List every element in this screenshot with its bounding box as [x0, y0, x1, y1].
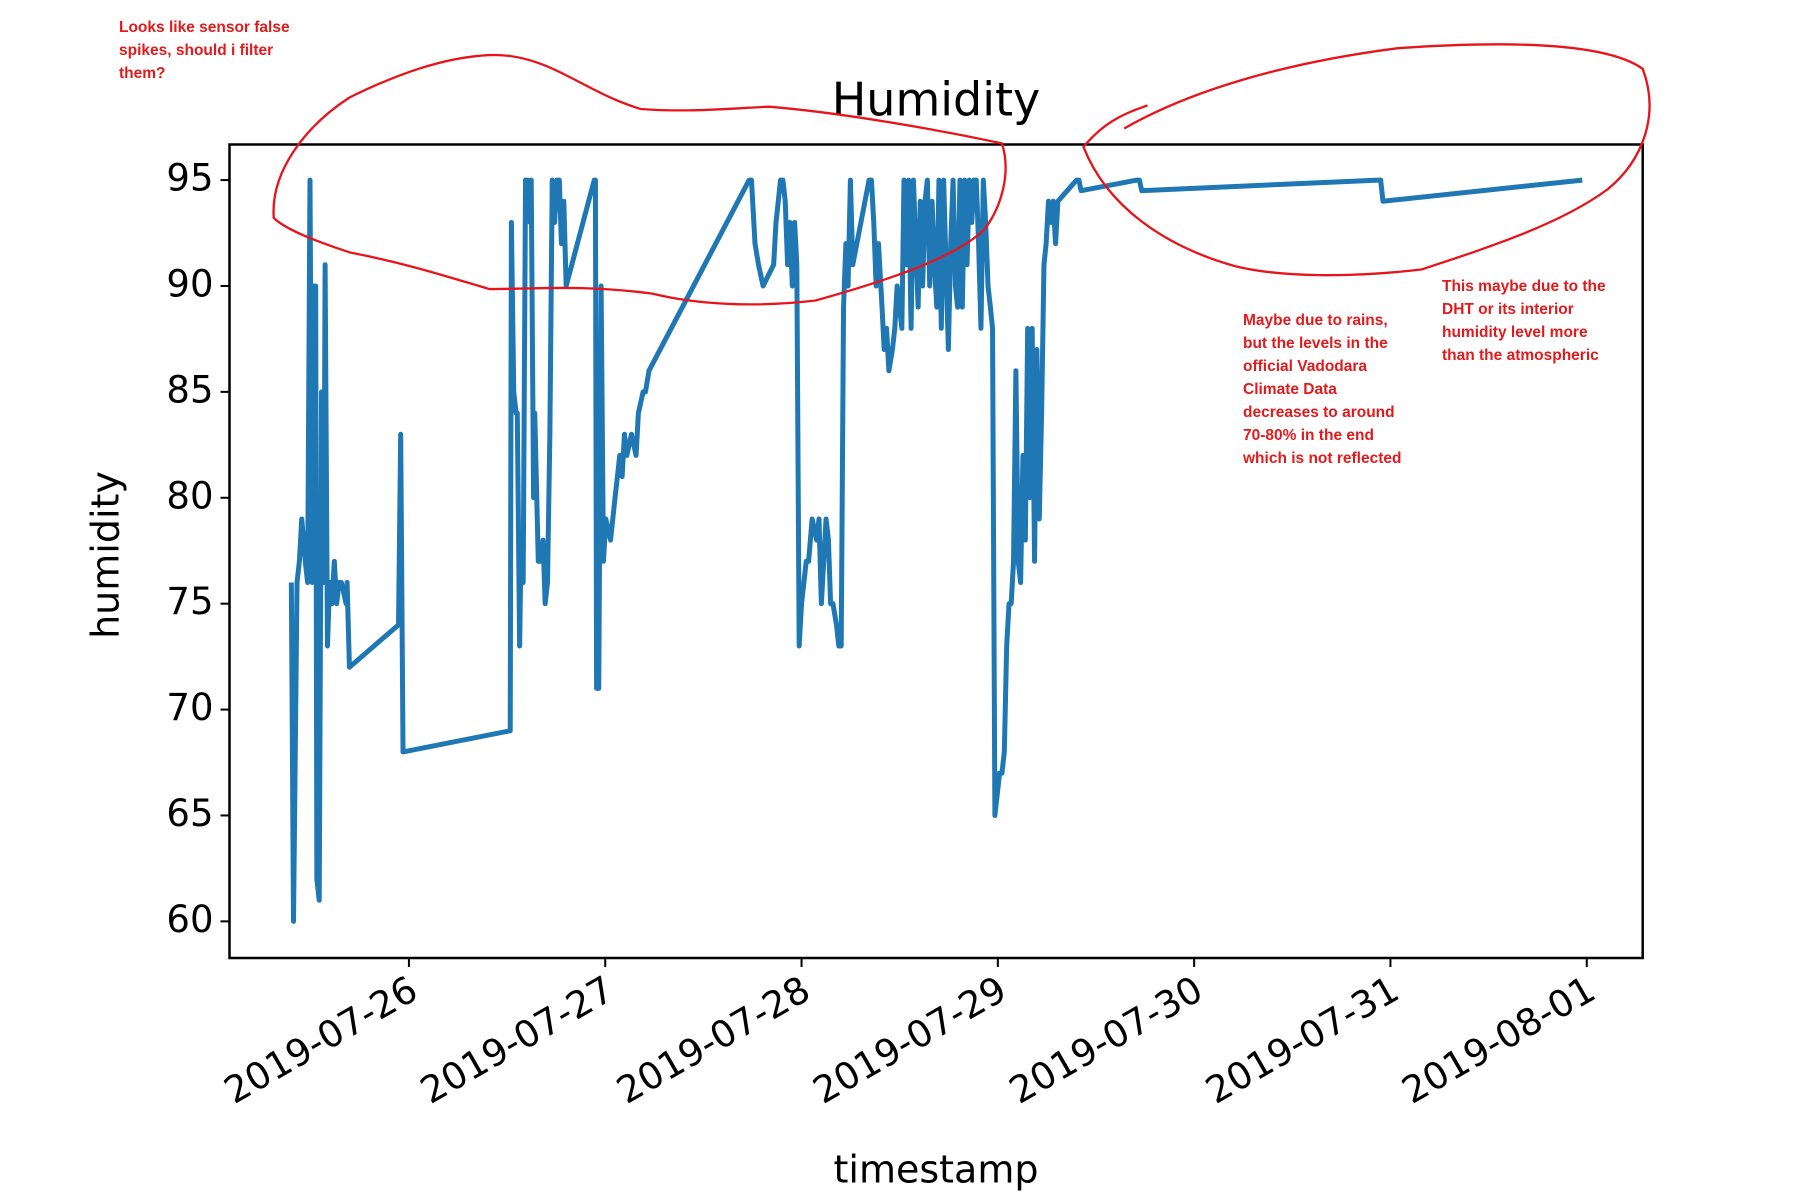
annotation-line: than the atmospheric	[1442, 347, 1599, 364]
annotation-line: but the levels in the	[1243, 335, 1388, 352]
y-tick-label: 90	[166, 262, 213, 305]
scribbles	[272, 43, 1651, 306]
x-axis-label: timestamp	[834, 1148, 1039, 1192]
annotation-line: humidity level more	[1442, 324, 1588, 341]
y-tick-label: 95	[166, 157, 213, 200]
scribble-circle	[272, 53, 1007, 306]
data-line	[288, 177, 1583, 924]
annotations: Looks like sensor false spikes, should i …	[119, 19, 1606, 467]
y-axis-label: humidity	[84, 471, 128, 639]
annotation-line: official Vadodara	[1243, 358, 1367, 375]
y-tick-label: 70	[166, 686, 213, 729]
annotation-line: Looks like sensor false	[119, 19, 290, 36]
annotation-line: 70-80% in the end	[1243, 427, 1374, 444]
annotation-line: decreases to around	[1243, 404, 1395, 421]
annotation-line: DHT or its interior	[1442, 301, 1574, 318]
annotation-line: which is not reflected	[1242, 450, 1401, 467]
scribble-circle	[1082, 43, 1651, 277]
y-tick-label: 75	[166, 580, 213, 623]
annotation-line: them?	[119, 65, 166, 82]
y-tick-label: 80	[166, 474, 213, 517]
annotation-line: spikes, should i filter	[119, 42, 273, 59]
annotation-line: Maybe due to rains,	[1243, 312, 1388, 329]
axes-frame	[228, 143, 1644, 960]
y-tick-label: 65	[166, 792, 213, 835]
annotation-line: This maybe due to the	[1442, 278, 1606, 295]
annotation-line: Climate Data	[1243, 381, 1337, 398]
y-tick-label: 60	[166, 898, 213, 941]
y-tick-label: 85	[166, 368, 213, 411]
